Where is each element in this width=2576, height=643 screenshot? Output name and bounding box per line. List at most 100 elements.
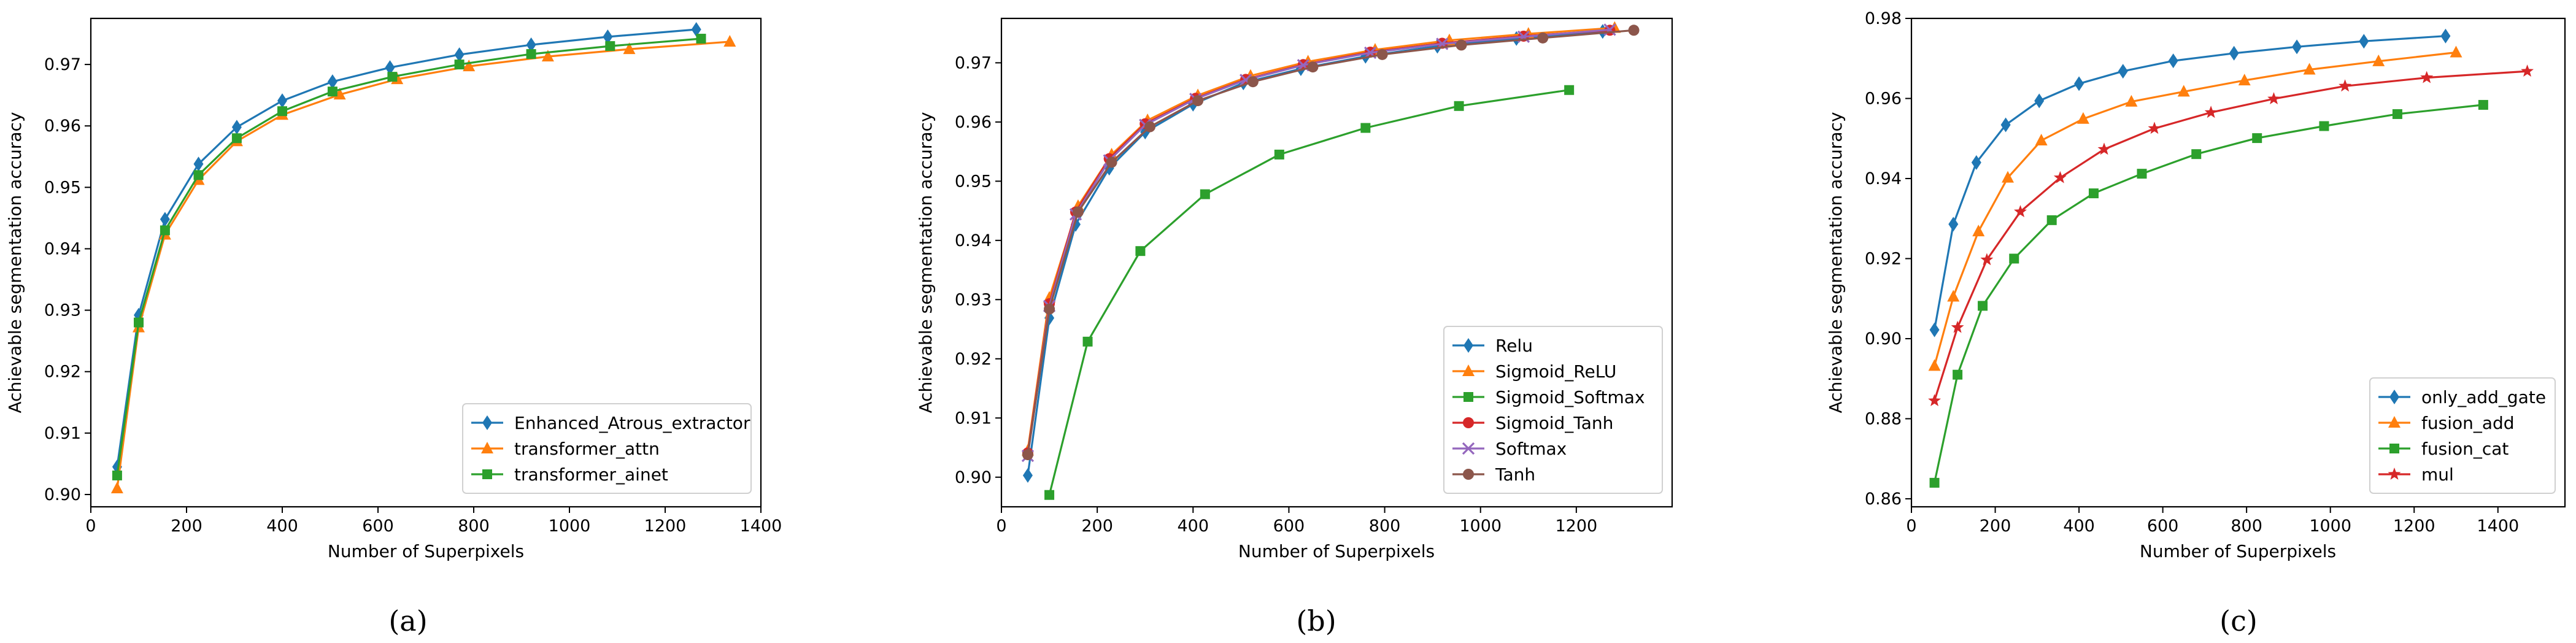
series-line [1935,71,2528,401]
data-point [1275,150,1284,160]
data-point [1928,394,1941,406]
data-point [1930,478,1940,488]
data-point [1192,95,1203,106]
y-tick-label: 0.94 [44,239,81,258]
chart-marks-a: 0 200 400 600 800 1000 1200 1400 0.90 0.91 0.92 0.9… [44,22,782,536]
y-tick-label: 0.91 [44,424,81,443]
data-point [1930,323,1940,337]
data-point [2267,92,2280,104]
data-point [2205,106,2218,118]
x-tick-label: 800 [458,517,490,536]
data-point [2118,64,2128,79]
data-point [2148,121,2161,134]
y-axis-label-a: Achievable segmentation accuracy [5,112,25,413]
caption-c: (c) [2219,604,2258,637]
y-tick-label: 0.90 [955,468,992,487]
data-point [1629,25,1640,36]
data-point [134,318,144,328]
y-tick-label: 0.97 [955,53,992,72]
data-point [194,170,204,180]
y-tick-label: 0.86 [1865,490,1902,509]
y-tick-label: 0.95 [955,172,992,191]
x-tick-label: 0 [85,517,96,536]
data-point [2339,79,2351,91]
legend-marker [1463,417,1474,428]
y-tick-label: 0.96 [955,113,992,132]
legend-box [1444,326,1662,493]
y-axis-label-b: Achievable segmentation accuracy [916,112,936,413]
data-point [387,72,397,82]
data-point [2034,93,2044,108]
y-tick-label: 0.97 [44,55,81,74]
data-point [277,106,287,116]
legend-marker [1463,392,1473,402]
data-point [2047,215,2057,225]
data-point [1022,449,1033,460]
x-tick-label: 1400 [2477,517,2519,536]
data-point [723,35,736,47]
data-point [1564,85,1574,95]
legend-label: Sigmoid_Softmax [1495,387,1645,407]
x-tick-label: 1000 [2309,517,2351,536]
x-tick-label: 200 [1081,517,1113,536]
x-tick-label: 1000 [1459,517,1502,536]
data-point [2420,71,2433,83]
x-axis-label-c: Number of Superpixels [2140,541,2336,561]
data-point [232,133,242,143]
data-point [1951,321,1964,333]
data-point [328,87,337,96]
data-point [2137,169,2146,179]
x-tick-label: 600 [1273,517,1305,536]
series-only_add_gate [1930,29,2451,337]
data-point [2319,121,2329,131]
data-point [1360,123,1370,133]
data-point [2440,29,2450,44]
legend-label: fusion_add [2421,413,2515,433]
data-point [2252,133,2262,143]
y-tick-label: 0.93 [955,290,992,309]
series-line [117,29,696,467]
data-point [526,49,536,59]
y-tick-label: 0.93 [44,301,81,320]
x-tick-label: 200 [1980,517,2011,536]
data-point [1948,217,1958,231]
figure: Achievable segmentation accuracy Number … [0,0,2576,643]
y-tick-label: 0.92 [955,350,992,369]
legend-label: transformer_attn [514,439,660,459]
data-point [1456,39,1467,50]
data-point [1044,304,1055,315]
x-tick-label: 1200 [2393,517,2435,536]
data-point [2359,34,2369,48]
y-tick-label: 0.91 [955,409,992,428]
data-point [1947,290,1959,301]
y-tick-label: 0.94 [1865,169,1902,188]
data-point [2393,109,2402,119]
data-point [2450,45,2462,57]
data-point [1537,33,1548,44]
y-tick-label: 0.95 [44,178,81,197]
data-point [1023,468,1033,483]
data-point [2229,46,2239,61]
legend-a: Enhanced_Atrous_extractortransformer_att… [463,404,751,493]
legend-label: Softmax [1495,439,1567,459]
data-point [1929,359,1941,371]
x-tick-label: 400 [266,517,298,536]
legend-label: only_add_gate [2421,387,2546,407]
legend-label: transformer_ainet [514,464,668,485]
legend-marker [1463,469,1474,480]
data-point [605,41,615,51]
legend-label: mul [2421,464,2454,485]
data-point [696,34,706,44]
series-fusion_add [1929,45,2462,371]
x-tick-label: 1400 [740,517,782,536]
data-point [1200,190,1210,199]
data-point [1083,337,1093,347]
data-point [232,120,242,134]
legend-marker [482,469,492,479]
legend-label: Sigmoid_ReLU [1495,361,1616,382]
data-point [2169,53,2178,68]
data-point [1972,225,1984,236]
x-tick-label: 1200 [1555,517,1597,536]
data-point [2478,100,2488,110]
data-point [1953,370,1962,380]
